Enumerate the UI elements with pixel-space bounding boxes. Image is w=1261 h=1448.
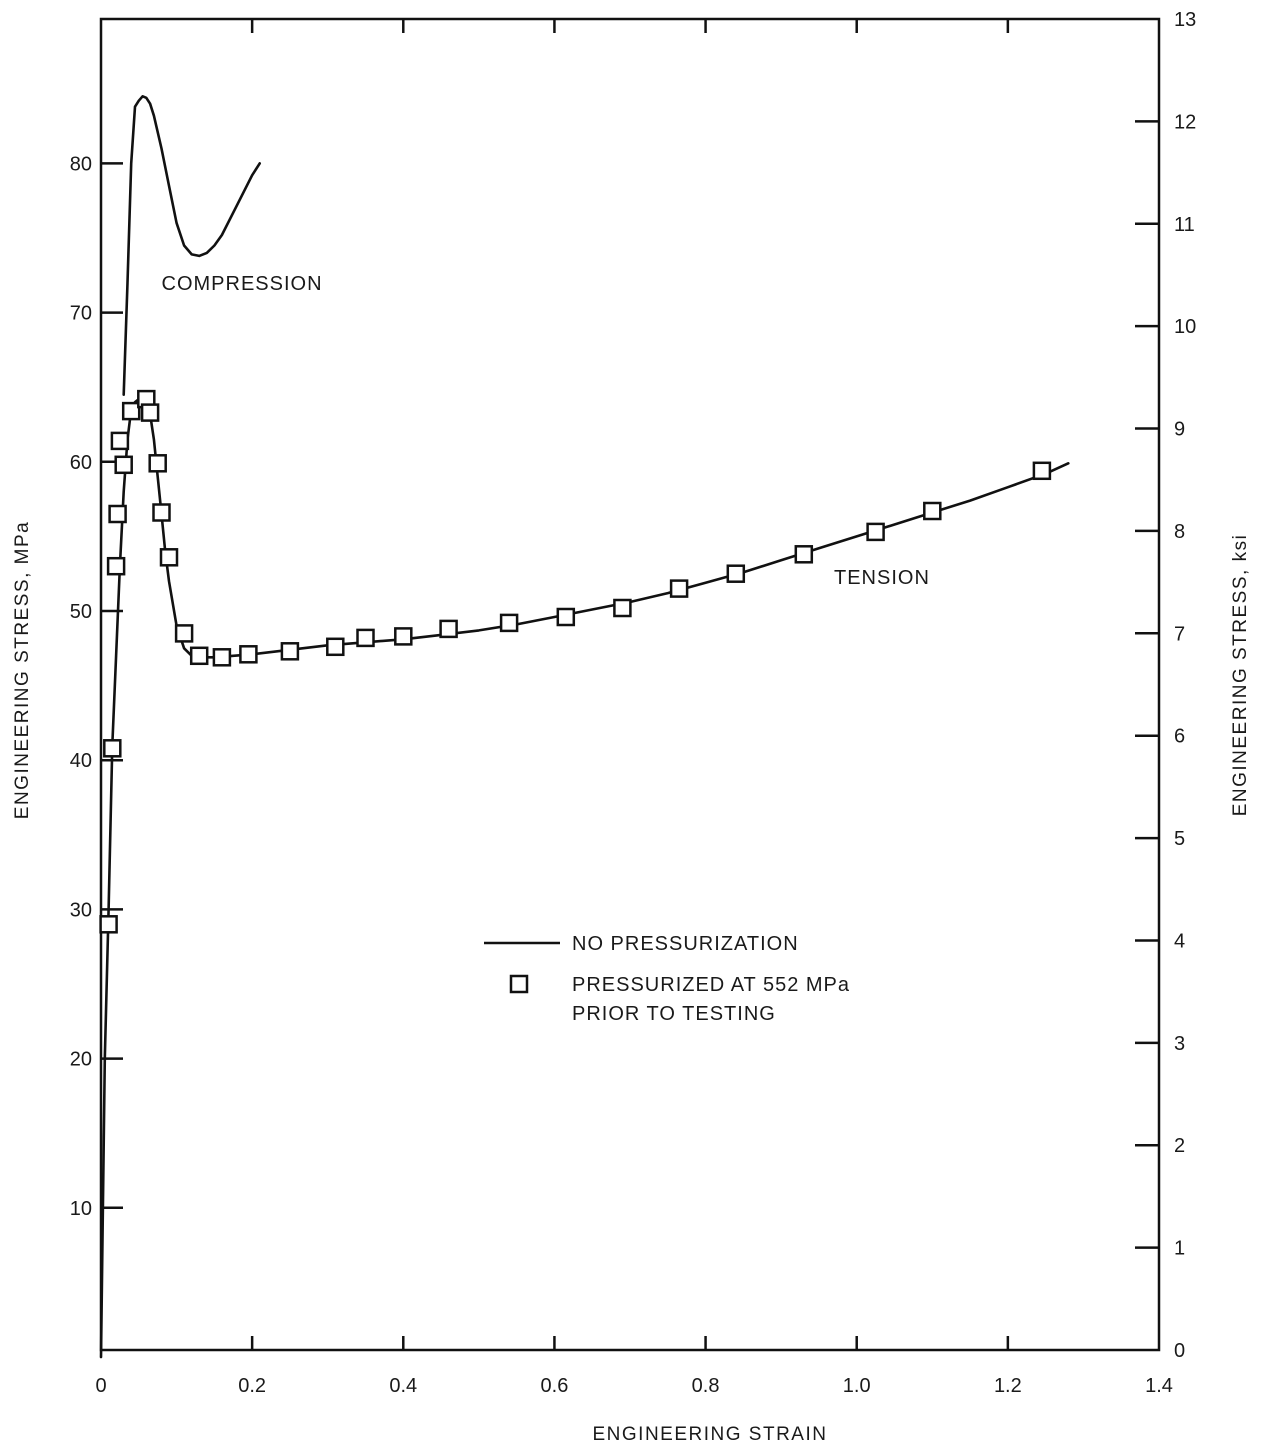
data-point-pressurized [99,915,118,934]
y-right-tick-label: 4 [1174,930,1185,952]
y-right-tick-label: 5 [1174,828,1185,850]
data-point-pressurized [189,646,209,666]
x-tick-label: 0 [95,1375,106,1397]
data-point-pressurized [794,545,814,564]
data-point-pressurized [923,501,942,521]
y-left-tick-label: 10 [70,1198,92,1220]
y-right-tick-label: 1 [1174,1238,1185,1260]
y-left-tick-label: 50 [70,601,92,623]
x-tick-label: 0.4 [389,1375,417,1397]
x-axis-ticks: 0 0.2 0.4 0.6 0.8 1.0 1.2 1.4 [95,19,1173,1397]
data-point-pressurized [356,628,375,648]
data-point-pressurized [239,645,258,664]
data-point-pressurized [108,504,127,524]
data-point-pressurized [159,548,179,567]
series-line-tension [99,397,1070,1359]
y-right-tick-label: 6 [1174,726,1185,748]
data-point-pressurized [669,579,689,598]
legend-square-swatch [509,974,529,994]
x-tick-label: 0.8 [692,1375,720,1397]
y-axis-right-title: ENGINEERING STRESS, ksi [1230,534,1251,817]
data-point-pressurized [121,401,141,421]
legend-label-no-pressurization: NO PRESSURIZATION [572,933,799,955]
y-right-tick-label: 2 [1174,1135,1185,1157]
data-point-pressurized [140,403,160,422]
y-right-tick-label: 11 [1174,214,1195,236]
y-axis-left-ticks: 10 20 30 40 50 60 70 80 [70,153,123,1220]
data-point-pressurized [110,431,130,451]
y-right-tick-label: 9 [1174,419,1185,441]
y-right-tick-label: 8 [1174,521,1185,543]
data-point-pressurized [106,556,126,576]
marker-layer [99,389,1052,934]
x-axis-title: ENGINEERING STRAIN [593,1424,828,1445]
y-right-tick-label: 3 [1174,1033,1185,1055]
data-point-pressurized [103,739,122,758]
data-point-pressurized [148,454,167,473]
data-point-pressurized [394,627,413,646]
y-axis-left-title: ENGINEERING STRESS, MPa [12,521,33,819]
data-point-pressurized [556,607,576,627]
legend: NO PRESSURIZATION PRESSURIZED AT 552 MPa… [484,933,850,1025]
legend-label-pressurized-line2: PRIOR TO TESTING [572,1003,776,1025]
data-point-pressurized [866,522,885,542]
compression-label: COMPRESSION [162,273,323,295]
y-right-tick-label: 12 [1174,111,1196,133]
data-point-pressurized [174,624,194,643]
data-point-pressurized [1032,461,1052,481]
y-right-tick-label: 7 [1174,623,1185,645]
y-left-tick-label: 60 [70,452,92,474]
legend-label-pressurized-line1: PRESSURIZED AT 552 MPa [572,974,850,996]
data-point-pressurized [439,619,458,639]
series-line-compression [122,95,261,396]
data-point-pressurized [152,503,171,522]
tension-label: TENSION [834,567,930,589]
x-tick-label: 0.6 [541,1375,569,1397]
plot-frame [99,17,1161,1352]
data-point-pressurized [212,648,232,667]
y-left-tick-label: 70 [70,303,92,325]
y-right-tick-label: 13 [1174,9,1196,31]
data-point-pressurized [499,613,519,633]
x-tick-label: 0.2 [238,1375,266,1397]
data-point-pressurized [726,564,746,583]
y-left-tick-label: 80 [70,153,92,175]
x-tick-label: 1.2 [994,1375,1022,1397]
x-tick-label: 1.0 [843,1375,871,1397]
y-left-tick-label: 20 [70,1049,92,1071]
x-tick-label: 1.4 [1145,1375,1173,1397]
y-right-tick-label: 10 [1174,316,1196,338]
data-point-pressurized [326,637,345,657]
y-left-tick-label: 30 [70,899,92,921]
data-point-pressurized [613,598,632,618]
data-point-pressurized [114,455,133,475]
y-left-tick-label: 40 [70,750,92,772]
data-point-pressurized [280,642,300,661]
y-right-tick-label: 0 [1174,1340,1185,1362]
